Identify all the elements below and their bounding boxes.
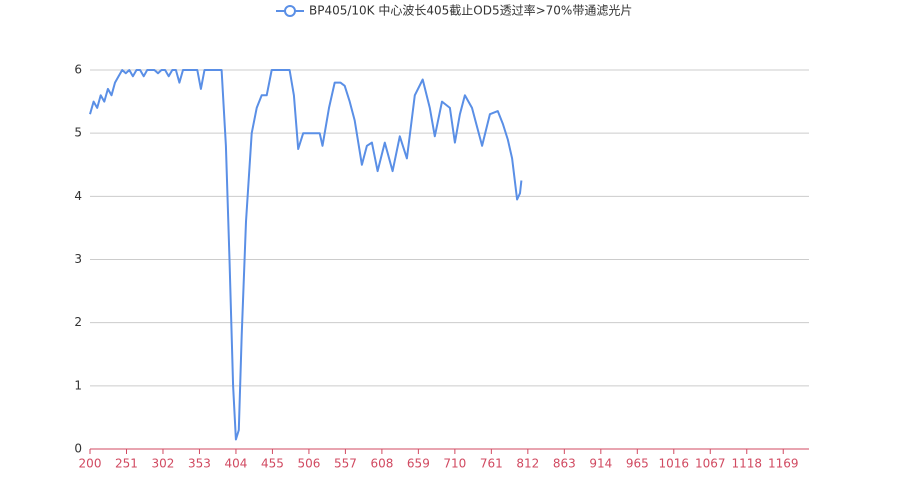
x-tick-label: 404 bbox=[224, 457, 247, 471]
y-tick-label: 1 bbox=[74, 378, 82, 392]
y-tick-label: 0 bbox=[74, 442, 82, 456]
x-tick-label: 914 bbox=[589, 457, 612, 471]
x-tick-label: 812 bbox=[516, 457, 539, 471]
x-tick-label: 1067 bbox=[695, 457, 726, 471]
x-tick-label: 506 bbox=[297, 457, 320, 471]
x-tick-label: 353 bbox=[188, 457, 211, 471]
y-tick-label: 3 bbox=[74, 252, 82, 266]
y-tick-label: 5 bbox=[74, 126, 82, 140]
y-tick-label: 4 bbox=[74, 189, 82, 203]
legend-marker bbox=[284, 5, 296, 17]
x-tick-label: 1016 bbox=[659, 457, 690, 471]
legend-label: BP405/10K 中心波长405截止OD5透过率>70%带通滤光片 bbox=[309, 3, 632, 18]
x-tick-label: 761 bbox=[480, 457, 503, 471]
data-line bbox=[89, 69, 523, 441]
x-tick-label: 557 bbox=[334, 457, 357, 471]
x-tick-label: 608 bbox=[370, 457, 393, 471]
x-tick-label: 659 bbox=[407, 457, 430, 471]
x-tick-label: 863 bbox=[553, 457, 576, 471]
x-tick-label: 965 bbox=[626, 457, 649, 471]
x-tick-label: 1118 bbox=[731, 457, 762, 471]
y-tick-label: 2 bbox=[74, 315, 82, 329]
x-tick-label: 1169 bbox=[768, 457, 799, 471]
x-tick-label: 710 bbox=[443, 457, 466, 471]
x-tick-label: 251 bbox=[115, 457, 138, 471]
x-tick-label: 200 bbox=[79, 457, 102, 471]
x-tick-label: 302 bbox=[152, 457, 175, 471]
y-tick-label: 6 bbox=[74, 63, 82, 77]
x-tick-label: 455 bbox=[261, 457, 284, 471]
